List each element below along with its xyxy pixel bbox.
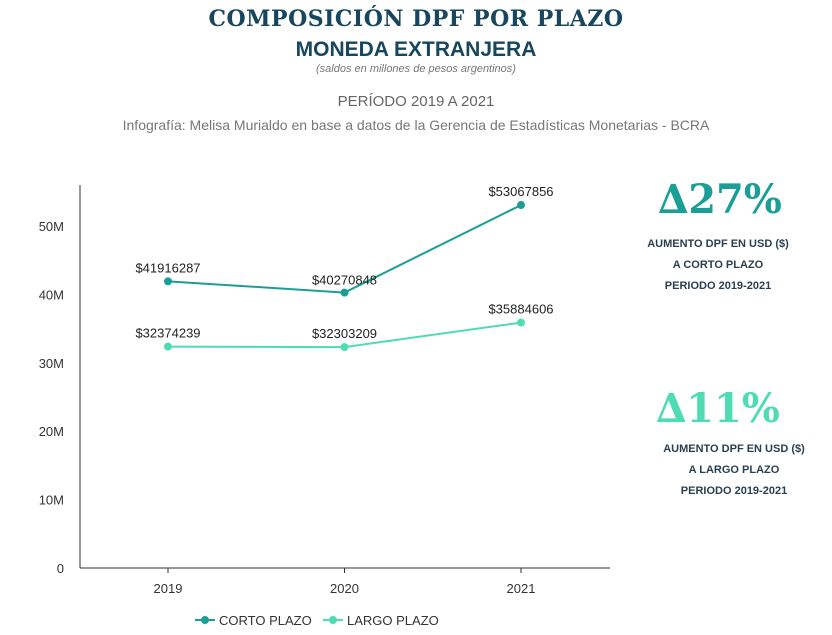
largo-description: AUMENTO DPF EN USD ($) A LARGO PLAZO PER… xyxy=(624,439,832,502)
legend-label: CORTO PLAZO xyxy=(219,613,312,628)
period-label: PERÍODO 2019 A 2021 xyxy=(337,93,495,110)
desc-line: PERIODO 2019-2021 xyxy=(680,485,788,497)
desc-line: PERIODO 2019-2021 xyxy=(664,280,772,292)
data-point xyxy=(164,342,172,351)
data-label: $35884606 xyxy=(488,302,553,317)
y-tick-label: 10M xyxy=(39,493,64,508)
corto-delta: ∆27% xyxy=(658,176,782,223)
y-tick-label: 40M xyxy=(39,287,64,302)
data-label: $41916287 xyxy=(135,260,200,275)
x-tick-label: 2021 xyxy=(507,581,536,596)
desc-line: A LARGO PLAZO xyxy=(688,464,780,476)
chart-title: COMPOSICIÓN DPF POR PLAZO xyxy=(208,6,624,32)
legend-marker xyxy=(329,616,337,624)
data-point xyxy=(517,201,525,210)
data-label: $32303209 xyxy=(312,326,377,341)
data-label: $53067856 xyxy=(488,184,553,199)
legend-marker xyxy=(201,616,209,624)
y-tick-label: 0 xyxy=(57,561,64,576)
legend-label: LARGO PLAZO xyxy=(347,613,439,628)
y-tick-label: 20M xyxy=(39,424,64,439)
data-label: $32374239 xyxy=(135,326,200,341)
data-point xyxy=(340,343,349,352)
desc-line: AUMENTO DPF EN USD ($) xyxy=(647,238,789,250)
chart-subtitle: MONEDA EXTRANJERA xyxy=(295,38,537,61)
desc-line: AUMENTO DPF EN USD ($) xyxy=(663,443,805,455)
units-note: (saldos en millones de pesos argentinos) xyxy=(316,63,516,75)
y-tick-label: 30M xyxy=(39,356,64,371)
data-point xyxy=(517,318,525,327)
largo-delta: ∆11% xyxy=(656,385,780,432)
data-point xyxy=(340,288,349,297)
corto-description: AUMENTO DPF EN USD ($) A CORTO PLAZO PER… xyxy=(608,234,828,297)
credit-line: Infografía: Melisa Murialdo en base a da… xyxy=(122,117,710,133)
x-tick-label: 2019 xyxy=(154,581,183,596)
y-tick-label: 50M xyxy=(39,219,64,234)
data-label: $40270848 xyxy=(312,273,377,288)
desc-line: A CORTO PLAZO xyxy=(672,259,764,271)
x-tick-label: 2020 xyxy=(330,581,359,596)
data-point xyxy=(164,277,172,286)
